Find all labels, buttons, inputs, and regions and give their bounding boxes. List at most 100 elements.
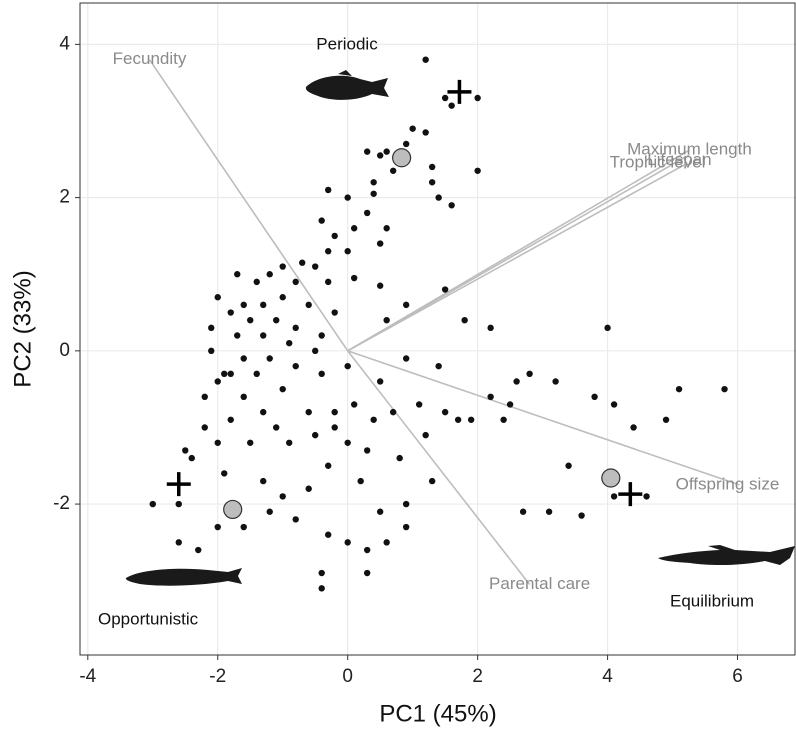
- species-point: [228, 417, 234, 423]
- species-point: [442, 409, 448, 415]
- species-point: [286, 340, 292, 346]
- group-cross: [447, 80, 471, 104]
- species-point: [331, 309, 337, 315]
- y-axis-label: PC2 (33%): [9, 270, 36, 387]
- species-point: [318, 371, 324, 377]
- species-point: [312, 432, 318, 438]
- species-point: [344, 539, 350, 545]
- species-point: [435, 194, 441, 200]
- species-point: [364, 210, 370, 216]
- species-point: [468, 417, 474, 423]
- species-point: [721, 386, 727, 392]
- species-point: [293, 363, 299, 369]
- group-centroid: [602, 469, 620, 487]
- species-point: [383, 317, 389, 323]
- species-point: [273, 317, 279, 323]
- species-point: [325, 248, 331, 254]
- species-point: [280, 263, 286, 269]
- species-point: [390, 168, 396, 174]
- species-point: [448, 202, 454, 208]
- species-point: [215, 524, 221, 530]
- periodic-fish: [306, 70, 389, 100]
- species-point: [383, 539, 389, 545]
- opportunistic-fish: [126, 568, 242, 586]
- species-point: [403, 524, 409, 530]
- group-centroid: [224, 500, 242, 518]
- species-point: [403, 141, 409, 147]
- species-point: [247, 317, 253, 323]
- species-point: [403, 501, 409, 507]
- species-point: [293, 516, 299, 522]
- species-point: [344, 363, 350, 369]
- species-point: [604, 325, 610, 331]
- species-point: [260, 478, 266, 484]
- species-point: [442, 286, 448, 292]
- species-point: [189, 455, 195, 461]
- chart: -4-20246-2024PC1 (45%)PC2 (33%)Fecundity…: [0, 0, 796, 738]
- species-point: [364, 148, 370, 154]
- species-point: [630, 424, 636, 430]
- species-point: [396, 455, 402, 461]
- species-point: [591, 394, 597, 400]
- loading-label: Parental care: [489, 574, 590, 593]
- group-label: Equilibrium: [670, 591, 754, 610]
- species-point: [312, 263, 318, 269]
- species-point: [487, 394, 493, 400]
- species-point: [247, 440, 253, 446]
- species-point: [299, 260, 305, 266]
- group-label: Periodic: [316, 34, 378, 53]
- species-point: [267, 271, 273, 277]
- species-point: [513, 378, 519, 384]
- species-point: [241, 394, 247, 400]
- species-point: [260, 409, 266, 415]
- species-point: [416, 401, 422, 407]
- species-point: [254, 279, 260, 285]
- group-label: Opportunistic: [98, 609, 199, 628]
- species-point: [390, 409, 396, 415]
- loading-arrow: [150, 60, 348, 351]
- species-point: [234, 332, 240, 338]
- species-point: [370, 191, 376, 197]
- species-point: [215, 378, 221, 384]
- species-point: [318, 570, 324, 576]
- species-point: [306, 409, 312, 415]
- species-point: [312, 348, 318, 354]
- y-tick-label: 4: [59, 33, 70, 54]
- y-tick-label: 0: [59, 340, 70, 361]
- species-point: [474, 95, 480, 101]
- species-point: [234, 271, 240, 277]
- species-point: [215, 294, 221, 300]
- species-point: [306, 302, 312, 308]
- species-point: [221, 371, 227, 377]
- species-point: [260, 302, 266, 308]
- species-point: [500, 417, 506, 423]
- species-point: [448, 102, 454, 108]
- species-point: [377, 509, 383, 515]
- species-point: [364, 547, 370, 553]
- species-point: [176, 539, 182, 545]
- species-point: [273, 424, 279, 430]
- species-point: [663, 417, 669, 423]
- species-point: [267, 509, 273, 515]
- species-point: [364, 570, 370, 576]
- loading-label: Offspring size: [676, 474, 780, 493]
- y-tick-label: 2: [59, 187, 70, 208]
- species-point: [546, 509, 552, 515]
- species-point: [228, 371, 234, 377]
- species-point: [318, 332, 324, 338]
- loading-arrow: [348, 155, 690, 351]
- loading-arrow: [348, 351, 740, 485]
- species-point: [370, 417, 376, 423]
- species-point: [306, 486, 312, 492]
- loading-label: Trophic level: [610, 153, 706, 172]
- species-point: [429, 179, 435, 185]
- species-point: [526, 371, 532, 377]
- species-point: [325, 279, 331, 285]
- loading-arrow: [348, 163, 688, 351]
- x-tick-label: 0: [342, 666, 353, 687]
- species-point: [221, 470, 227, 476]
- species-point: [474, 168, 480, 174]
- species-point: [377, 283, 383, 289]
- species-point: [377, 152, 383, 158]
- species-point: [293, 325, 299, 331]
